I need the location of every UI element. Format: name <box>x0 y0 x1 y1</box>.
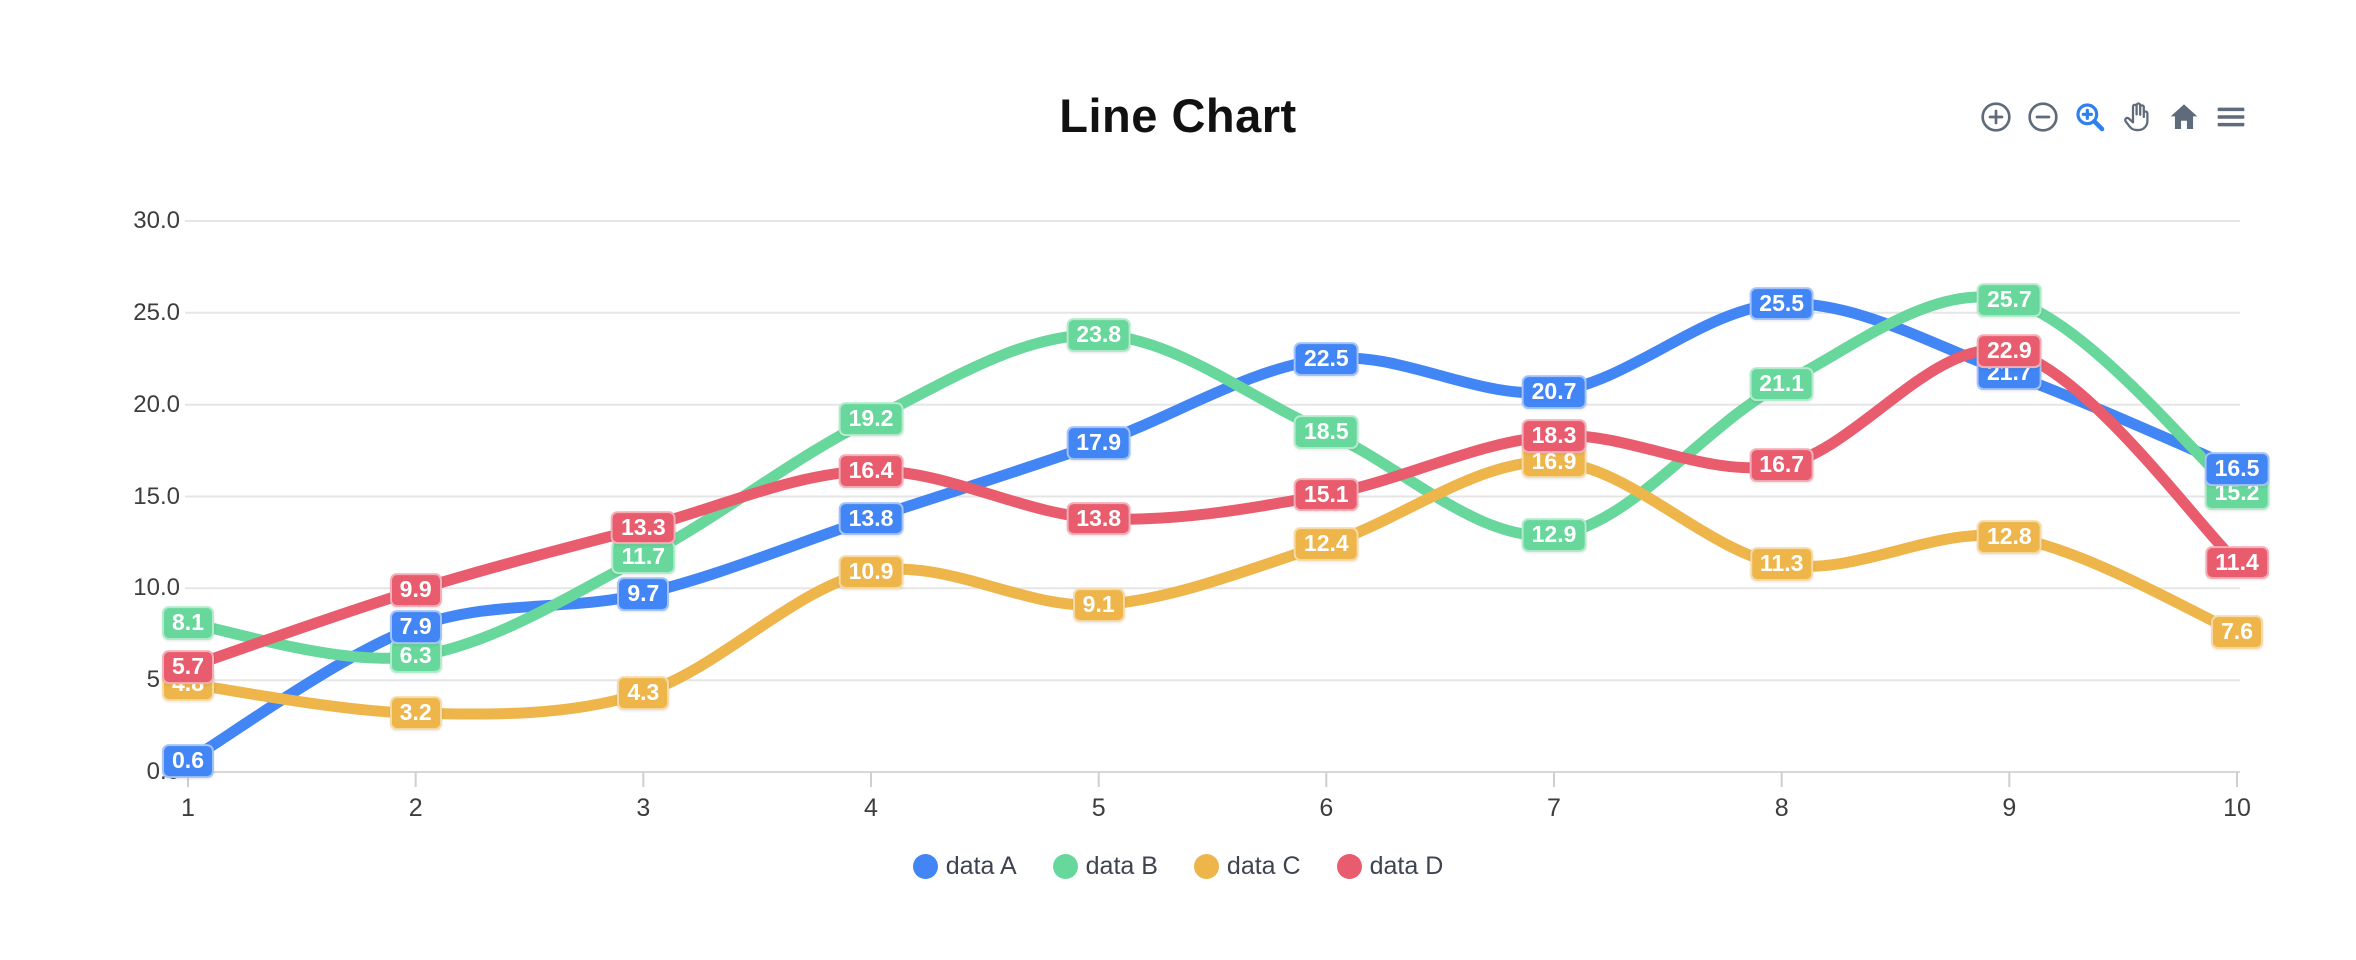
y-tick-label: 20.0 <box>133 390 180 418</box>
legend-item-data-b[interactable]: data B <box>1052 852 1158 881</box>
menu-button[interactable] <box>2214 100 2248 134</box>
series-line-data-d <box>182 344 2243 673</box>
zoom-in-icon <box>1981 102 2011 132</box>
zoom-out-button[interactable] <box>2026 100 2060 134</box>
home-button[interactable] <box>2167 100 2201 134</box>
data-label-data-c: 9.1 <box>1072 587 1125 622</box>
y-tick-label: 0.0 <box>50 758 180 786</box>
legend-dot-data-c <box>1193 854 1219 879</box>
data-label-data-c: 7.6 <box>2211 615 2263 650</box>
data-label-data-a: 0.6 <box>162 744 214 778</box>
legend-dot-data-d <box>1336 854 1362 879</box>
pan-button[interactable] <box>2120 100 2154 134</box>
data-label-data-a: 16.5 <box>2204 452 2270 486</box>
data-label-data-c: 12.8 <box>1976 520 2042 554</box>
legend-label: data C <box>1226 852 1301 880</box>
data-label-data-d: 18.3 <box>1521 419 1587 453</box>
x-tick-label: 9 <box>2002 794 2017 822</box>
zoom-out-icon <box>2028 102 2058 132</box>
home-icon <box>2170 104 2198 129</box>
data-label-data-d: 11.4 <box>2205 545 2269 580</box>
zoom-in-button[interactable] <box>1979 100 2013 134</box>
data-label-data-d: 15.1 <box>1293 477 1359 512</box>
legend-dot-data-b <box>1052 854 1078 879</box>
legend-item-data-a[interactable]: data A <box>912 852 1017 881</box>
data-label-data-b: 6.3 <box>389 639 442 674</box>
data-label-data-b: 8.1 <box>162 606 214 641</box>
legend-label: data B <box>1085 852 1158 880</box>
series-line-data-b <box>182 291 2243 664</box>
data-label-data-d: 5.7 <box>162 650 214 685</box>
data-label-data-c: 11.3 <box>1749 547 1814 582</box>
x-tick-label: 7 <box>1547 794 1561 822</box>
data-label-data-b: 12.9 <box>1521 518 1587 552</box>
data-label-data-a: 7.9 <box>389 610 442 644</box>
data-label-data-b: 19.2 <box>838 402 904 437</box>
x-tick-label: 4 <box>864 794 878 822</box>
legend-label: data A <box>945 852 1017 880</box>
data-label-data-a: 13.8 <box>838 501 904 536</box>
legend-item-data-c[interactable]: data C <box>1193 852 1301 881</box>
data-label-data-d: 22.9 <box>1976 334 2042 369</box>
data-label-data-a: 22.5 <box>1293 341 1359 376</box>
data-label-data-a: 20.7 <box>1521 374 1587 409</box>
x-tick-label: 1 <box>181 794 195 822</box>
y-tick-label: 30.0 <box>133 207 180 234</box>
data-label-data-b: 18.5 <box>1293 415 1359 450</box>
data-label-data-b: 21.1 <box>1749 367 1815 402</box>
legend-label: data D <box>1369 852 1444 880</box>
x-tick-label: 6 <box>1319 794 1334 822</box>
box-zoom-icon <box>2076 103 2105 132</box>
data-label-data-d: 13.8 <box>1066 501 1132 536</box>
x-tick-label: 8 <box>1774 794 1789 822</box>
x-tick-label: 3 <box>636 794 651 822</box>
y-tick-label: 25.0 <box>133 298 180 326</box>
y-tick-label: 5.0 <box>50 666 180 694</box>
legend: data A data B data C data D <box>0 852 2356 881</box>
chart-toolbar <box>1979 100 2248 134</box>
series-line-data-c <box>182 456 2243 720</box>
data-label-data-c: 12.4 <box>1293 527 1359 562</box>
pan-icon <box>2124 102 2149 132</box>
data-label-data-a: 9.7 <box>617 576 670 611</box>
menu-icon <box>2217 107 2245 127</box>
data-label-data-b: 25.7 <box>1976 283 2042 317</box>
data-label-data-a: 17.9 <box>1066 426 1132 461</box>
x-tick-label: 5 <box>1091 794 1106 822</box>
y-tick-label: 15.0 <box>133 482 180 510</box>
y-tick-label: 10.0 <box>133 574 180 602</box>
data-label-data-d: 9.9 <box>389 573 442 608</box>
data-label-data-d: 16.7 <box>1749 448 1815 483</box>
data-label-data-c: 4.3 <box>617 676 670 710</box>
box-zoom-button[interactable] <box>2073 100 2107 134</box>
chart-title: Line Chart <box>1059 89 1297 142</box>
data-label-data-d: 13.3 <box>610 510 676 545</box>
data-label-data-c: 10.9 <box>838 554 904 589</box>
data-label-data-a: 25.5 <box>1749 286 1815 321</box>
x-tick-label: 10 <box>2223 794 2251 822</box>
data-label-data-b: 23.8 <box>1066 317 1132 352</box>
data-label-data-d: 16.4 <box>838 453 904 488</box>
legend-item-data-d[interactable]: data D <box>1336 852 1444 881</box>
data-label-data-c: 3.2 <box>389 696 442 731</box>
x-tick-label: 2 <box>408 794 423 822</box>
data-label-data-b: 11.7 <box>611 540 676 574</box>
legend-dot-data-a <box>912 854 938 879</box>
